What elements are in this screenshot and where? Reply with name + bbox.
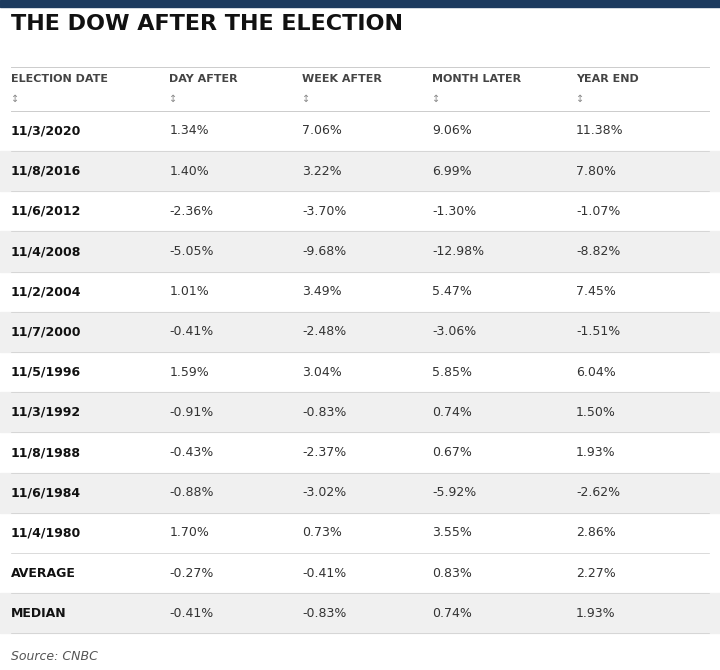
Text: -2.48%: -2.48% bbox=[302, 326, 346, 338]
Text: 11/8/1988: 11/8/1988 bbox=[11, 446, 81, 459]
Text: 1.70%: 1.70% bbox=[169, 527, 209, 539]
Text: 5.85%: 5.85% bbox=[432, 366, 472, 379]
Text: -5.92%: -5.92% bbox=[432, 486, 476, 499]
Text: -0.83%: -0.83% bbox=[302, 406, 347, 419]
Text: -0.41%: -0.41% bbox=[169, 607, 213, 620]
Text: -0.41%: -0.41% bbox=[169, 326, 213, 338]
Text: -1.51%: -1.51% bbox=[576, 326, 620, 338]
Text: -0.43%: -0.43% bbox=[169, 446, 213, 459]
Text: AVERAGE: AVERAGE bbox=[11, 567, 76, 580]
Text: -3.02%: -3.02% bbox=[302, 486, 346, 499]
Text: 11/6/1984: 11/6/1984 bbox=[11, 486, 81, 499]
Text: -3.06%: -3.06% bbox=[432, 326, 476, 338]
Text: ↕: ↕ bbox=[302, 94, 310, 104]
Text: 0.74%: 0.74% bbox=[432, 607, 472, 620]
Text: -12.98%: -12.98% bbox=[432, 245, 484, 258]
Text: 1.40%: 1.40% bbox=[169, 165, 209, 178]
Text: 11/2/2004: 11/2/2004 bbox=[11, 285, 81, 298]
Text: Source: CNBC: Source: CNBC bbox=[11, 650, 98, 663]
Text: MEDIAN: MEDIAN bbox=[11, 607, 66, 620]
Text: 9.06%: 9.06% bbox=[432, 125, 472, 137]
Text: 0.73%: 0.73% bbox=[302, 527, 342, 539]
Text: -2.36%: -2.36% bbox=[169, 205, 213, 218]
Text: ↕: ↕ bbox=[11, 94, 19, 104]
Text: DAY AFTER: DAY AFTER bbox=[169, 74, 238, 84]
Text: 1.93%: 1.93% bbox=[576, 446, 616, 459]
Text: -5.05%: -5.05% bbox=[169, 245, 214, 258]
Text: 6.04%: 6.04% bbox=[576, 366, 616, 379]
Text: 7.45%: 7.45% bbox=[576, 285, 616, 298]
Text: 7.80%: 7.80% bbox=[576, 165, 616, 178]
Text: 11/6/2012: 11/6/2012 bbox=[11, 205, 81, 218]
Text: -0.41%: -0.41% bbox=[302, 567, 346, 580]
Text: -3.70%: -3.70% bbox=[302, 205, 347, 218]
Text: -1.07%: -1.07% bbox=[576, 205, 621, 218]
Text: 11/5/1996: 11/5/1996 bbox=[11, 366, 81, 379]
Text: 1.50%: 1.50% bbox=[576, 406, 616, 419]
Text: 11/3/2020: 11/3/2020 bbox=[11, 125, 81, 137]
Text: -0.27%: -0.27% bbox=[169, 567, 214, 580]
Text: 11.38%: 11.38% bbox=[576, 125, 624, 137]
Text: -1.30%: -1.30% bbox=[432, 205, 476, 218]
Text: ↕: ↕ bbox=[169, 94, 177, 104]
Text: THE DOW AFTER THE ELECTION: THE DOW AFTER THE ELECTION bbox=[11, 13, 402, 34]
Text: -8.82%: -8.82% bbox=[576, 245, 621, 258]
Text: 0.74%: 0.74% bbox=[432, 406, 472, 419]
Text: WEEK AFTER: WEEK AFTER bbox=[302, 74, 382, 84]
Text: 3.22%: 3.22% bbox=[302, 165, 342, 178]
Text: -9.68%: -9.68% bbox=[302, 245, 346, 258]
Text: -2.62%: -2.62% bbox=[576, 486, 620, 499]
Text: 11/4/1980: 11/4/1980 bbox=[11, 527, 81, 539]
Text: 11/8/2016: 11/8/2016 bbox=[11, 165, 81, 178]
Text: -0.83%: -0.83% bbox=[302, 607, 347, 620]
Text: -0.91%: -0.91% bbox=[169, 406, 213, 419]
Text: 11/3/1992: 11/3/1992 bbox=[11, 406, 81, 419]
Text: 11/4/2008: 11/4/2008 bbox=[11, 245, 81, 258]
Text: 3.04%: 3.04% bbox=[302, 366, 342, 379]
Text: -2.37%: -2.37% bbox=[302, 446, 346, 459]
Text: 1.59%: 1.59% bbox=[169, 366, 209, 379]
Text: 3.49%: 3.49% bbox=[302, 285, 342, 298]
Text: 2.27%: 2.27% bbox=[576, 567, 616, 580]
Text: 3.55%: 3.55% bbox=[432, 527, 472, 539]
Text: 11/7/2000: 11/7/2000 bbox=[11, 326, 81, 338]
Text: 7.06%: 7.06% bbox=[302, 125, 342, 137]
Text: 1.93%: 1.93% bbox=[576, 607, 616, 620]
Text: ELECTION DATE: ELECTION DATE bbox=[11, 74, 108, 84]
Text: 2.86%: 2.86% bbox=[576, 527, 616, 539]
Text: 6.99%: 6.99% bbox=[432, 165, 472, 178]
Text: -0.88%: -0.88% bbox=[169, 486, 214, 499]
Text: 1.34%: 1.34% bbox=[169, 125, 209, 137]
Text: 5.47%: 5.47% bbox=[432, 285, 472, 298]
Text: ↕: ↕ bbox=[432, 94, 440, 104]
Text: ↕: ↕ bbox=[576, 94, 584, 104]
Text: YEAR END: YEAR END bbox=[576, 74, 639, 84]
Text: 0.67%: 0.67% bbox=[432, 446, 472, 459]
Text: 0.83%: 0.83% bbox=[432, 567, 472, 580]
Text: MONTH LATER: MONTH LATER bbox=[432, 74, 521, 84]
Text: 1.01%: 1.01% bbox=[169, 285, 209, 298]
